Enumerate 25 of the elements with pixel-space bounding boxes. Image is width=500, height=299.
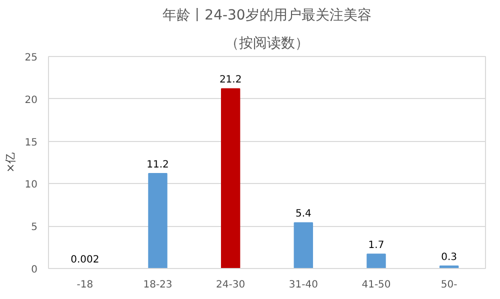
data-label: 1.7 — [368, 240, 384, 252]
y-tick-label: 5 — [31, 222, 38, 234]
x-tick-label: 50- — [440, 280, 458, 290]
data-label: 21.2 — [219, 74, 242, 86]
y-axis-title: ×亿 — [4, 152, 17, 173]
bar — [366, 254, 386, 268]
data-label: 5.4 — [295, 208, 312, 220]
y-tick-label: 25 — [24, 52, 38, 64]
x-tick-label: 41-50 — [362, 280, 391, 290]
y-tick-label: 10 — [24, 180, 38, 191]
y-tick-label: 15 — [24, 137, 38, 148]
x-tick-label: -18 — [76, 280, 94, 290]
data-label: 0.3 — [441, 252, 458, 263]
chart-title: 年龄丨24-30岁的用户最关注美容 — [162, 8, 372, 24]
data-label: 11.2 — [146, 160, 169, 171]
bar — [294, 222, 314, 268]
data-label: 0.002 — [70, 254, 100, 266]
y-tick-label: 0 — [31, 264, 38, 276]
y-tick-label: 20 — [24, 94, 38, 106]
x-tick-label: 31-40 — [288, 280, 318, 290]
bar — [220, 88, 240, 268]
x-tick-label: 18-23 — [143, 280, 172, 290]
x-tick-label: 24-30 — [216, 280, 246, 290]
chart-subtitle: （按阅读数） — [225, 36, 309, 52]
bar — [148, 173, 168, 268]
